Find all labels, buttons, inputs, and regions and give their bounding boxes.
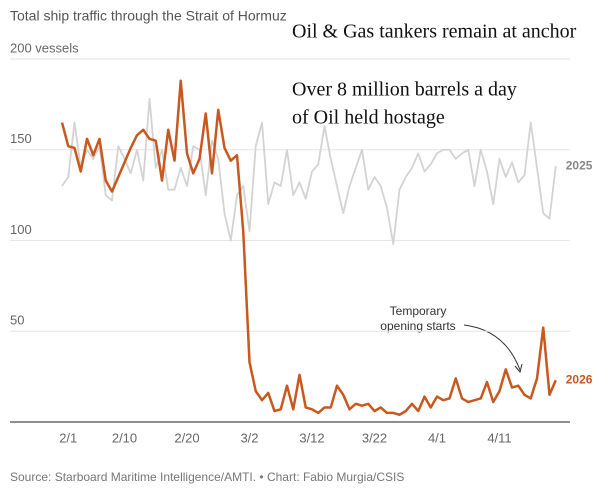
series-label: 2025 bbox=[566, 158, 593, 172]
x-tick-label: 4/11 bbox=[487, 430, 511, 445]
annotation: of Oil held hostage bbox=[292, 107, 445, 129]
x-tick-label: 2/10 bbox=[112, 430, 137, 445]
x-tick-label: 3/22 bbox=[362, 430, 387, 445]
callout: opening starts bbox=[380, 319, 455, 333]
line-series bbox=[61, 98, 557, 246]
x-tick-label: 2/1 bbox=[59, 430, 77, 445]
annotation: Oil & Gas tankers remain at anchor bbox=[292, 21, 577, 43]
annotation: Over 8 million barrels a day bbox=[292, 79, 517, 101]
y-tick-label: 50 bbox=[10, 313, 24, 328]
callout-arrowhead bbox=[514, 363, 523, 374]
x-tick-label: 2/20 bbox=[174, 430, 199, 445]
x-tick-label: 3/12 bbox=[299, 430, 324, 445]
x-tick-label: 3/2 bbox=[240, 430, 258, 445]
y-tick-label: 200 vessels bbox=[10, 40, 79, 55]
y-tick-label: 100 bbox=[10, 222, 32, 237]
line-series bbox=[60, 79, 557, 416]
callout-arrow bbox=[463, 324, 521, 371]
y-tick-label: 150 bbox=[10, 131, 32, 146]
source: Source: Starboard Maritime Intelligence/… bbox=[10, 470, 404, 484]
x-tick-label: 4/1 bbox=[428, 430, 446, 445]
series-label: 2026 bbox=[566, 372, 593, 386]
chart-title: Total ship traffic through the Strait of… bbox=[10, 8, 287, 24]
callout: Temporary bbox=[390, 304, 447, 318]
